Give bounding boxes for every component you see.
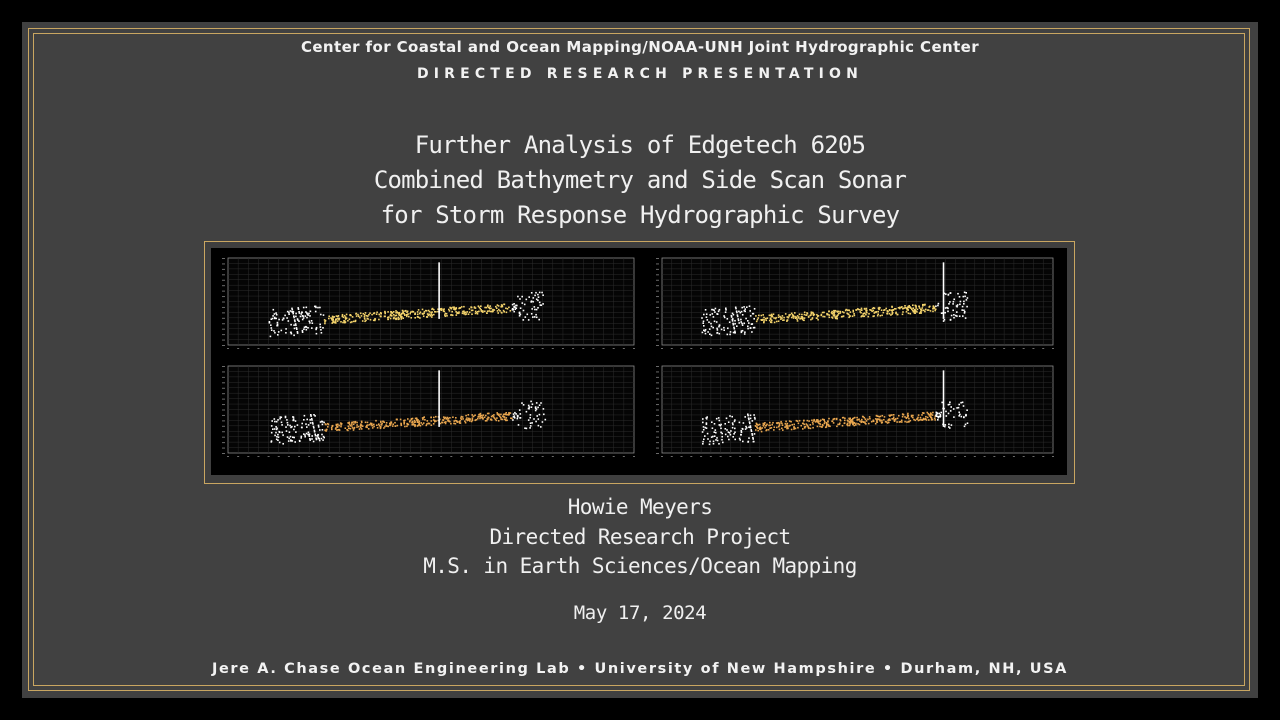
plot-panel-bottom-right: [656, 365, 1054, 457]
inner-gold-border: [33, 33, 1245, 686]
presentation-date: May 17, 2024: [573, 602, 707, 624]
sonar-profile-plots: [222, 257, 1054, 457]
plot-panel-top-right: [656, 257, 1054, 349]
footer-affiliation: Jere A. Chase Ocean Engineering Lab • Un…: [212, 661, 1068, 677]
grid-lines: [228, 366, 634, 453]
grid-lines: [662, 366, 1053, 453]
grid-lines: [662, 258, 1053, 345]
organization-header: Center for Coastal and Ocean Mapping/NOA…: [300, 38, 980, 56]
title-line: for Storm Response Hydrographic Survey: [380, 201, 900, 229]
sonar-points: [701, 262, 969, 337]
degree-program: M.S. in Earth Sciences/Ocean Mapping: [423, 554, 857, 578]
presentation-type: DIRECTED RESEARCH PRESENTATION: [416, 66, 864, 82]
slide-title: Further Analysis of Edgetech 6205 Combin…: [0, 128, 1280, 233]
sonar-points: [268, 262, 544, 338]
tick-marks: [222, 258, 635, 349]
tick-marks: [656, 258, 1054, 349]
outer-gold-border: [28, 28, 1250, 691]
plot-panel-bottom-left: [222, 365, 635, 457]
plot-panel-top-left: [222, 257, 635, 349]
grid-lines: [228, 258, 634, 345]
sonar-points: [701, 370, 969, 446]
tick-marks: [656, 366, 1054, 457]
sonar-points: [270, 370, 547, 445]
project-type: Directed Research Project: [489, 524, 791, 549]
author-block: Howie Meyers Directed Research Project M…: [0, 493, 1280, 582]
title-line: Further Analysis of Edgetech 6205: [414, 131, 866, 159]
tick-marks: [222, 366, 635, 457]
title-line: Combined Bathymetry and Side Scan Sonar: [373, 166, 907, 194]
author-name: Howie Meyers: [567, 495, 713, 519]
sonar-figure: [211, 248, 1067, 475]
